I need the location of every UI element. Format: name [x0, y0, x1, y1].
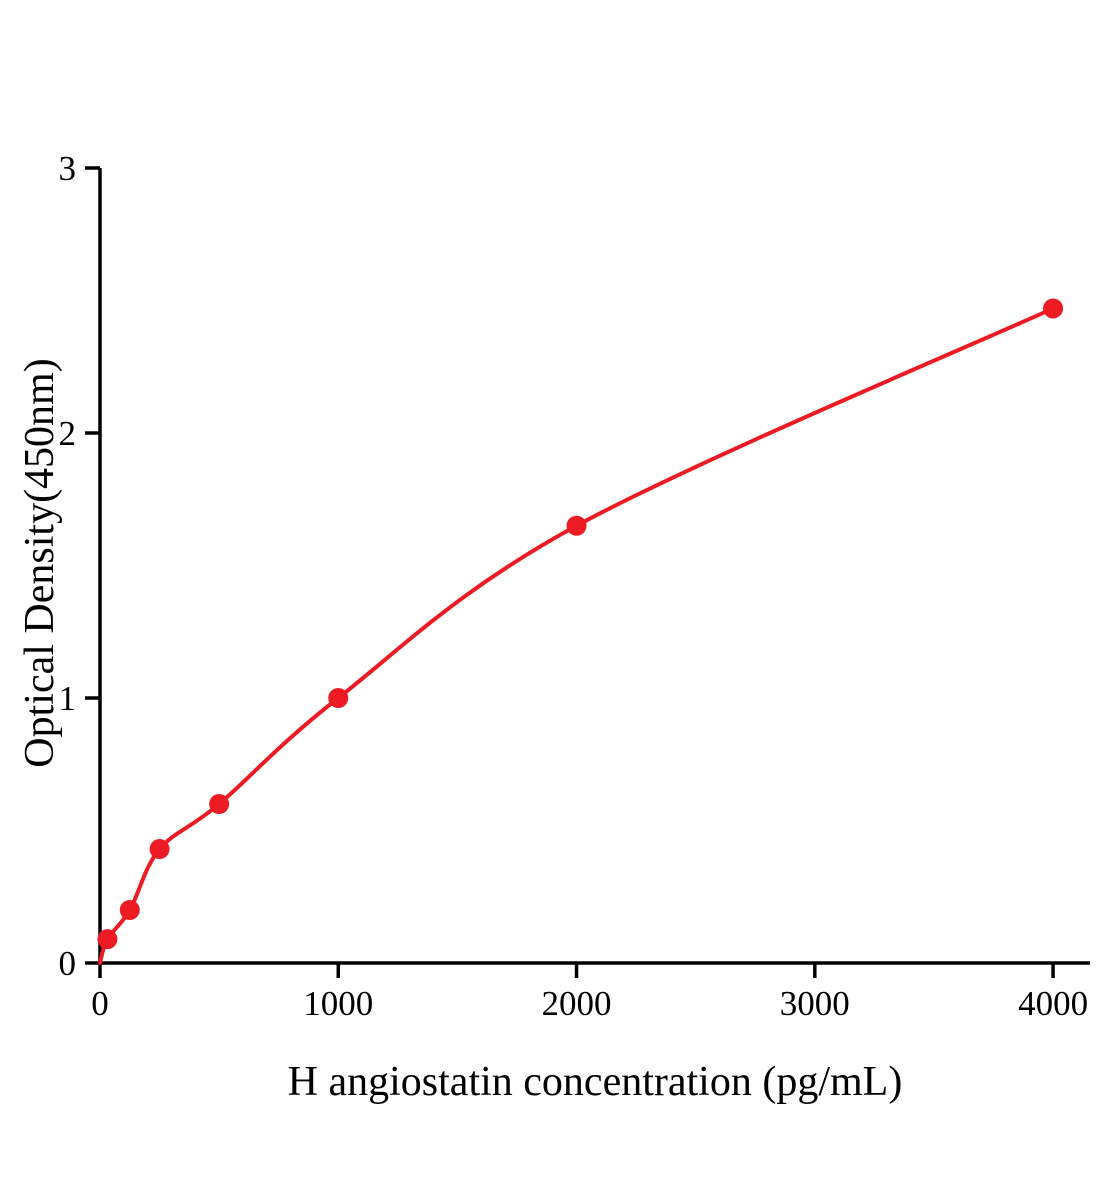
data-point — [209, 794, 230, 814]
y-axis-title: Optical Density(450nm) — [17, 358, 63, 768]
y-tick-label: 3 — [59, 149, 77, 188]
x-tick-label: 0 — [91, 984, 109, 1023]
x-tick-label: 4000 — [1018, 984, 1088, 1023]
x-tick-label: 1000 — [303, 984, 373, 1023]
y-tick-label: 0 — [59, 944, 77, 983]
x-tick-label: 2000 — [542, 984, 612, 1023]
y-tick-label: 2 — [59, 414, 77, 453]
data-point — [97, 929, 118, 950]
data-point — [1043, 298, 1064, 319]
data-point — [119, 900, 140, 920]
x-tick-label: 3000 — [780, 984, 850, 1023]
y-tick-label: 1 — [59, 679, 77, 718]
data-point — [328, 688, 349, 708]
x-axis-title: H angiostatin concentration (pg/mL) — [287, 1059, 903, 1105]
fitted-curve — [98, 306, 1056, 965]
data-point — [566, 515, 587, 536]
data-point — [149, 839, 170, 860]
